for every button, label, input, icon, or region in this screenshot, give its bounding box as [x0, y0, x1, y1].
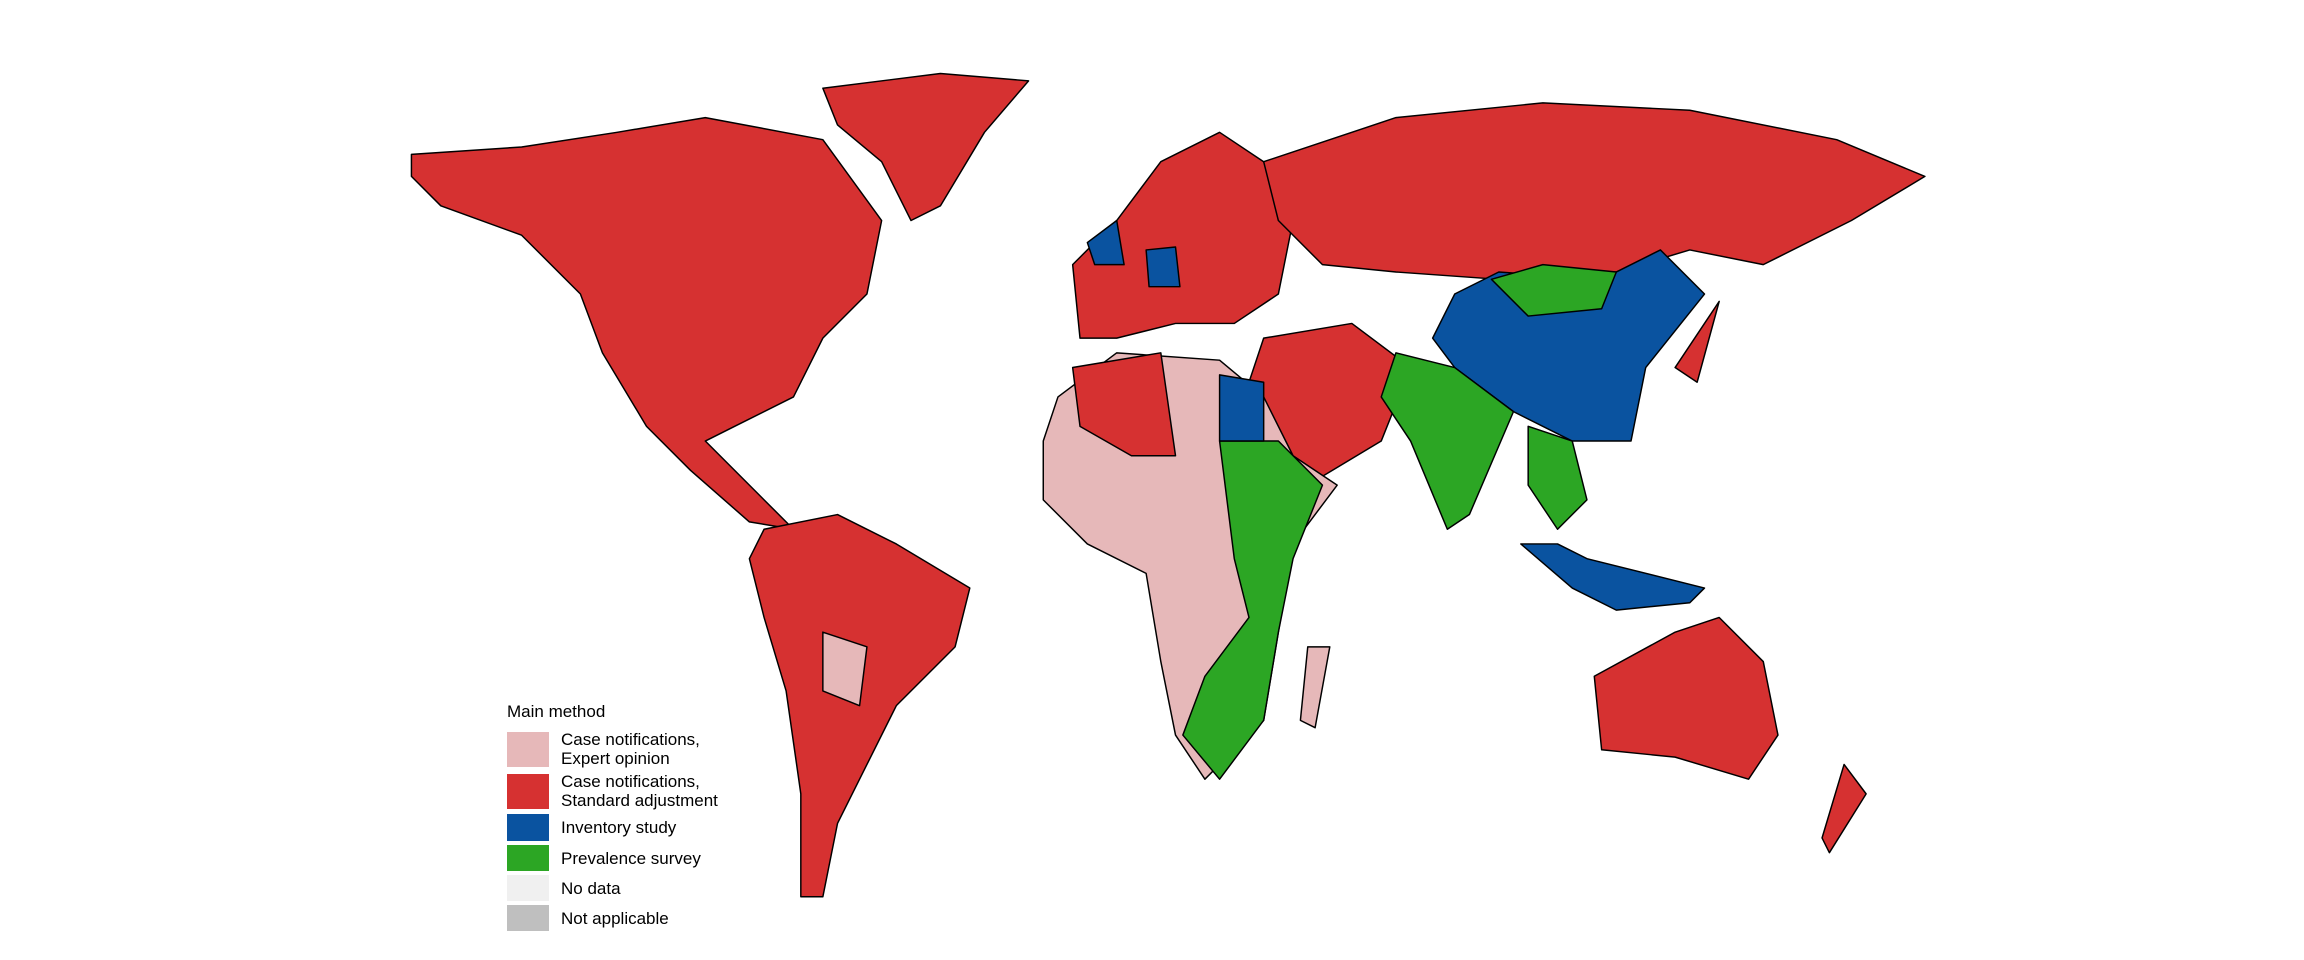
legend-label: Case notifications, Standard adjustment — [561, 772, 718, 810]
bolivia[interactable] — [822, 631, 868, 707]
greenland[interactable] — [822, 72, 1030, 222]
new-zealand[interactable] — [1821, 763, 1867, 854]
europe[interactable] — [1071, 131, 1294, 339]
legend-label: Prevalence survey — [561, 848, 701, 868]
legend-swatch — [507, 814, 549, 841]
legend-item-inventory-study: Inventory study — [507, 814, 718, 841]
india[interactable] — [1380, 352, 1515, 530]
legend-item-no-data: No data — [507, 875, 718, 901]
oceania — [1593, 616, 1867, 854]
legend-item-not-applicable: Not applicable — [507, 905, 718, 931]
russia[interactable] — [1262, 102, 1926, 281]
egypt[interactable] — [1218, 374, 1265, 442]
legend-swatch — [507, 731, 549, 767]
legend-item-expert-opinion: Case notifications, Expert opinion — [507, 730, 718, 768]
legend-title: Main method — [507, 702, 606, 721]
legend-label: Case notifications, Expert opinion — [561, 730, 700, 768]
north-africa[interactable] — [1071, 352, 1177, 457]
madagascar[interactable] — [1299, 646, 1331, 729]
africa-east-south[interactable] — [1182, 440, 1324, 780]
mongolia[interactable] — [1490, 263, 1618, 317]
southeast-asia[interactable] — [1527, 425, 1588, 530]
africa — [1042, 352, 1338, 780]
indonesia[interactable] — [1520, 543, 1706, 611]
legend-swatch — [507, 845, 549, 871]
legend-swatch — [507, 905, 549, 931]
legend-label: Not applicable — [561, 908, 669, 928]
legend-label: No data — [561, 878, 621, 898]
japan[interactable] — [1674, 300, 1720, 383]
south-america — [748, 513, 971, 898]
legend-swatch — [507, 875, 549, 901]
canada-usa-mexico[interactable] — [410, 116, 883, 530]
uk[interactable] — [1086, 219, 1125, 266]
legend-item-prevalence-survey: Prevalence survey — [507, 845, 718, 871]
australia[interactable] — [1593, 616, 1779, 780]
legend-label: Inventory study — [561, 818, 677, 837]
north-america — [410, 72, 1030, 530]
legend-swatch — [507, 773, 549, 809]
germany[interactable] — [1145, 246, 1181, 288]
legend: Main method Case notifications, Expert o… — [507, 702, 718, 935]
europe-asia — [1071, 102, 1926, 611]
legend-item-standard-adjustment: Case notifications, Standard adjustment — [507, 772, 718, 810]
